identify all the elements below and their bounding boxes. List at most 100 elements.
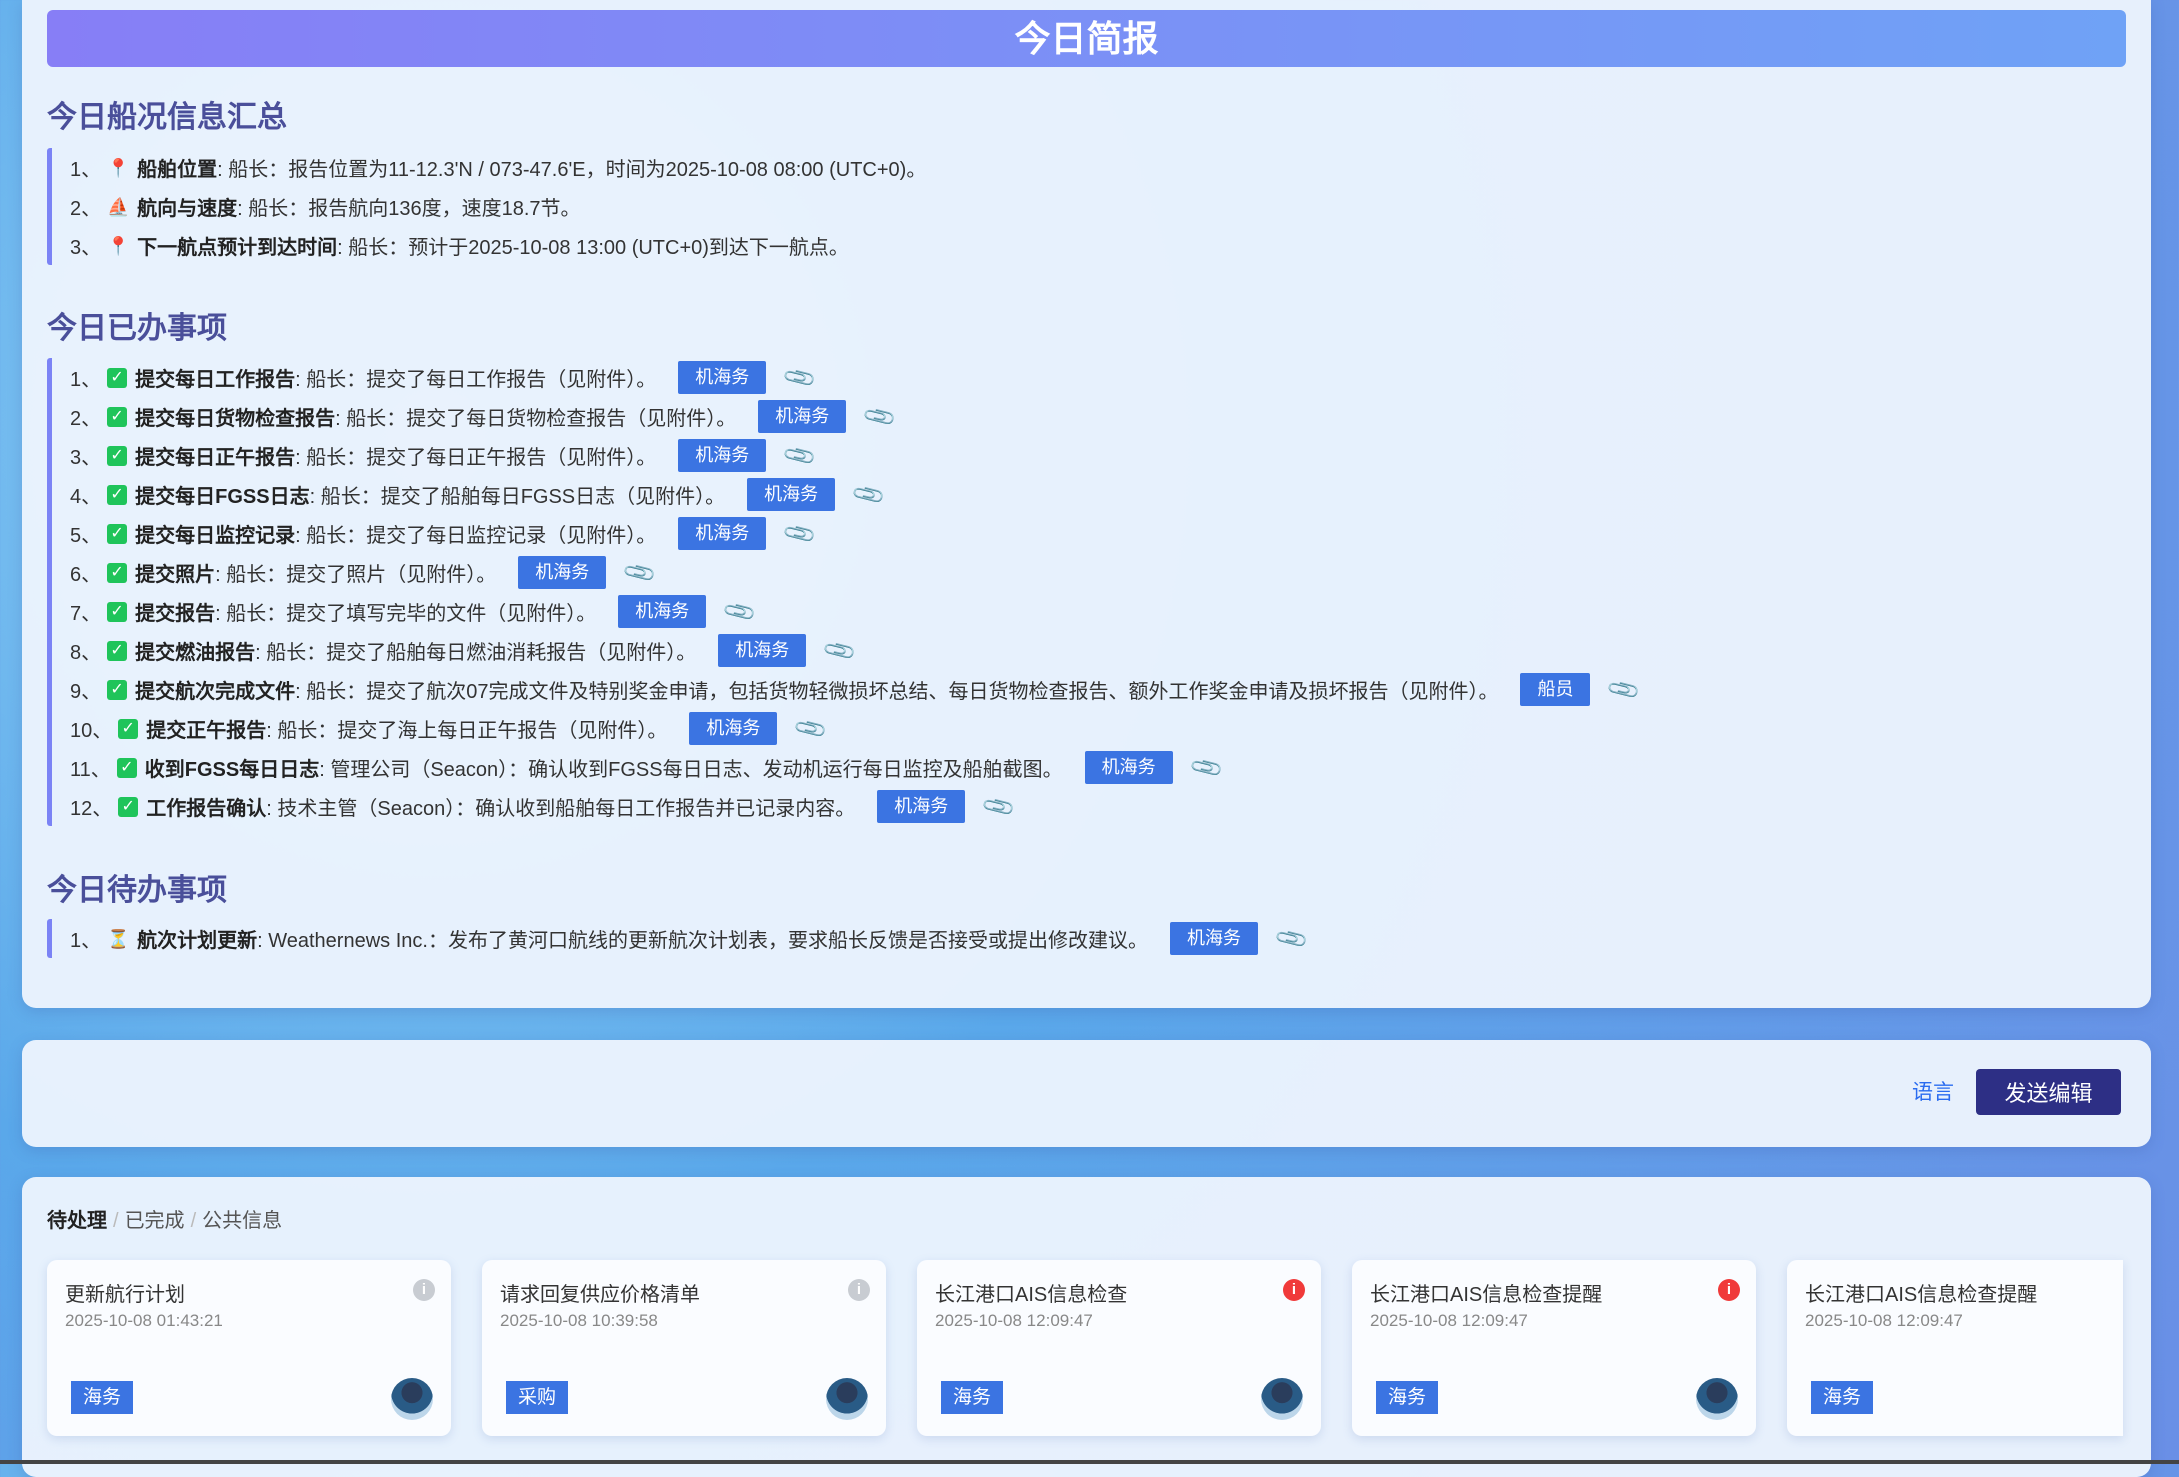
checkbox-icon: ✓ [107, 406, 128, 427]
list-item: 9、 ✓ 提交航次完成文件: 船长：提交了航次07完成文件及特别奖金申请，包括货物轻… [70, 670, 1642, 709]
item-text: : 船长：提交了填写完毕的文件（见附件）。 [215, 603, 597, 625]
avatar[interactable] [826, 1378, 868, 1420]
item-text: : 船长：提交了船舶每日FGSS日志（见附件）。 [309, 486, 726, 508]
checkbox-icon: ✓ [107, 679, 128, 700]
checkbox-icon: ✓ [116, 757, 137, 778]
item-number: 7、 [70, 603, 102, 625]
task-card[interactable]: 长江港口AIS信息检查 2025-10-08 12:09:47 海务 i [917, 1260, 1321, 1436]
item-number: 4、 [70, 486, 102, 508]
item-text: : 船长：提交了船舶每日燃油消耗报告（见附件）。 [255, 642, 697, 664]
card-time: 2025-10-08 10:39:58 [500, 1311, 658, 1330]
avatar[interactable] [1696, 1378, 1738, 1420]
attachment-icon[interactable]: 📎 [721, 592, 759, 630]
task-card[interactable]: 请求回复供应价格清单 2025-10-08 10:39:58 采购 i [482, 1260, 886, 1436]
tab-public-info[interactable]: 公共信息 [202, 1210, 283, 1232]
attachment-icon[interactable]: 📎 [621, 553, 659, 591]
attachment-icon[interactable]: 📎 [781, 436, 819, 474]
department-tag[interactable]: 机海务 [877, 790, 966, 823]
list-item: 11、 ✓ 收到FGSS每日日志: 管理公司（Seacon）：确认收到FGSS每日日… [70, 748, 1638, 787]
attachment-icon[interactable]: 📎 [792, 709, 830, 747]
list-item: 1、 📍 船舶位置: 船长：报告位置为11-12.3'N / 073-47.6'E，… [70, 148, 926, 187]
item-number: 1、 [70, 159, 102, 181]
list-item: 3、 ✓ 提交每日正午报告: 船长：提交了每日正午报告（见附件）。 机海务 📎 [70, 436, 1638, 475]
item-label: 提交燃油报告 [135, 642, 256, 664]
card-tag: 海务 [71, 1381, 134, 1414]
department-tag[interactable]: 机海务 [678, 361, 767, 394]
hourglass-icon: ⏳ [107, 928, 130, 949]
avatar[interactable] [1261, 1378, 1303, 1420]
list-item: 10、 ✓ 提交正午报告: 船长：提交了海上每日正午报告（见附件）。 机海务 📎 [70, 709, 1638, 748]
attachment-icon[interactable]: 📎 [980, 787, 1018, 825]
avatar[interactable] [391, 1378, 433, 1420]
attachment-icon[interactable]: 📎 [1272, 919, 1310, 957]
department-tag[interactable]: 机海务 [678, 517, 767, 550]
info-icon[interactable]: i [848, 1279, 870, 1301]
item-text: : 船长：提交了海上每日正午报告（见附件）。 [266, 720, 668, 742]
item-number: 10、 [70, 720, 113, 742]
item-text: : 船长：提交了每日货物检查报告（见附件）。 [335, 408, 737, 430]
department-tag[interactable]: 船员 [1520, 673, 1591, 706]
department-tag[interactable]: 机海务 [618, 595, 707, 628]
bottom-border [0, 1460, 2179, 1464]
checkbox-icon: ✓ [118, 718, 139, 739]
list-item: 1、 ✓ 提交每日工作报告: 船长：提交了每日工作报告（见附件）。 机海务 📎 [70, 358, 1638, 397]
attachment-icon[interactable]: 📎 [1605, 670, 1643, 708]
item-text: : 船长：报告位置为11-12.3'N / 073-47.6'E，时间为2025… [217, 159, 927, 181]
item-number: 3、 [70, 447, 102, 469]
card-tag: 海务 [1376, 1381, 1439, 1414]
item-label: 提交每日货物检查报告 [135, 408, 336, 430]
list-item: 2、 ⛵ 航向与速度: 船长：报告航向136度，速度18.7节。 [70, 187, 926, 226]
todo-heading: 今日待办事项 [47, 874, 227, 907]
department-tag[interactable]: 机海务 [518, 556, 607, 589]
task-card[interactable]: 长江港口AIS信息检查提醒 2025-10-08 12:09:47 海务 [1787, 1260, 2123, 1436]
send-edit-button[interactable]: 发送编辑 [1976, 1069, 2121, 1115]
attachment-icon[interactable]: 📎 [781, 514, 819, 552]
item-label: 提交报告 [135, 603, 216, 625]
status-heading: 今日船况信息汇总 [47, 101, 287, 134]
tab-pending[interactable]: 待处理 [47, 1210, 107, 1232]
list-item: 12、 ✓ 工作报告确认: 技术主管（Seacon）：确认收到船舶每日工作报告并已记… [70, 787, 1638, 826]
item-text: : 船长：预计于2025-10-08 13:00 (UTC+0)到达下一航点。 [337, 237, 849, 259]
attachment-icon[interactable]: 📎 [821, 631, 859, 669]
list-item: 4、 ✓ 提交每日FGSS日志: 船长：提交了船舶每日FGSS日志（见附件）。 机海务… [70, 475, 1638, 514]
item-text: : Weathernews Inc.：发布了黄河口航线的更新航次计划表，要求船长… [257, 930, 1148, 952]
list-item: 1、 ⏳ 航次计划更新: Weathernews Inc.：发布了黄河口航线的更新航… [70, 919, 1310, 958]
attachment-icon[interactable]: 📎 [850, 475, 887, 513]
department-tag[interactable]: 机海务 [1169, 922, 1258, 955]
checkbox-icon: ✓ [107, 367, 128, 388]
card-title: 长江港口AIS信息检查提醒 [1370, 1284, 1603, 1306]
attachment-icon[interactable]: 📎 [861, 397, 899, 435]
item-number: 11、 [70, 759, 111, 781]
task-card[interactable]: 长江港口AIS信息检查提醒 2025-10-08 12:09:47 海务 i [1352, 1260, 1756, 1436]
item-text: : 船长：提交了航次07完成文件及特别奖金申请，包括货物轻微损坏总结、每日货物检… [295, 681, 1499, 703]
card-time: 2025-10-08 01:43:21 [65, 1311, 223, 1330]
department-tag[interactable]: 机海务 [747, 478, 836, 511]
banner-title: 今日简报 [47, 10, 2126, 67]
task-card[interactable]: 更新航行计划 2025-10-08 01:43:21 海务 i [47, 1260, 451, 1436]
attachment-icon[interactable]: 📎 [1187, 748, 1225, 786]
item-text: : 船长：提交了照片（见附件）。 [215, 564, 497, 586]
tab-separator: / [113, 1210, 119, 1232]
attachment-icon[interactable]: 📎 [781, 358, 819, 396]
tab-completed[interactable]: 已完成 [124, 1210, 185, 1232]
language-link[interactable]: 语言 [1912, 1081, 1954, 1104]
pin-icon: 📍 [107, 235, 130, 256]
list-item: 3、 📍 下一航点预计到达时间: 船长：预计于2025-10-08 13:00 (U… [70, 226, 926, 265]
checkbox-icon: ✓ [107, 601, 128, 622]
department-tag[interactable]: 机海务 [678, 439, 767, 472]
department-tag[interactable]: 机海务 [1084, 751, 1173, 784]
department-tag[interactable]: 机海务 [718, 634, 807, 667]
checkbox-icon: ✓ [107, 445, 128, 466]
info-icon[interactable]: i [1718, 1279, 1740, 1301]
list-item: 7、 ✓ 提交报告: 船长：提交了填写完毕的文件（见附件）。 机海务 📎 [70, 592, 1638, 631]
info-icon[interactable]: i [413, 1279, 435, 1301]
card-time: 2025-10-08 12:09:47 [1370, 1311, 1528, 1330]
checkbox-icon: ✓ [118, 796, 139, 817]
item-text: : 船长：报告航向136度，速度18.7节。 [237, 198, 581, 220]
todo-list: 1、 ⏳ 航次计划更新: Weathernews Inc.：发布了黄河口航线的更新航… [47, 919, 1310, 958]
info-icon[interactable]: i [1283, 1279, 1305, 1301]
department-tag[interactable]: 机海务 [689, 712, 778, 745]
item-text: : 技术主管（Seacon）：确认收到船舶每日工作报告并已记录内容。 [266, 798, 856, 820]
department-tag[interactable]: 机海务 [758, 400, 847, 433]
item-text: : 管理公司（Seacon）：确认收到FGSS每日日志、发动机运行每日监控及船舶… [319, 759, 1063, 781]
